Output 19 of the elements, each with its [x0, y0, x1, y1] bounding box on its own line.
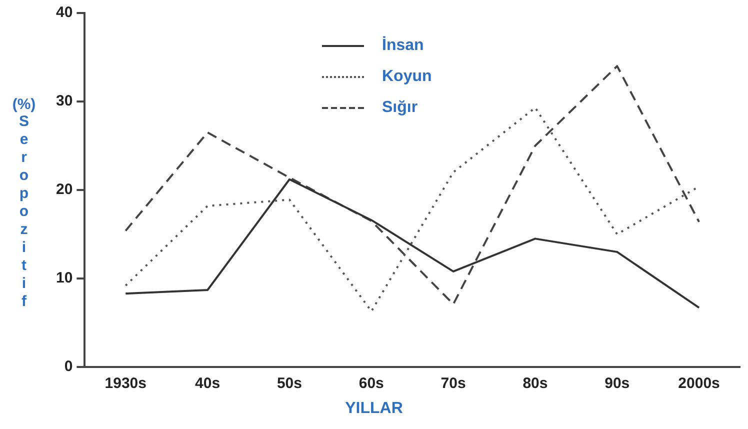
y-axis-title: (%) Seropozitif: [11, 96, 37, 311]
legend-label: İnsan: [382, 36, 424, 54]
line-series: [124, 65, 700, 306]
x-tick-label: 70s: [440, 375, 466, 392]
x-tick-label: 90s: [604, 375, 630, 392]
x-axis-title: YILLAR: [344, 400, 404, 418]
x-tick-label: 50s: [276, 375, 302, 392]
legend-label: Koyun: [382, 68, 432, 86]
x-tick-label: 60s: [358, 375, 384, 392]
y-tick-label: 0: [64, 358, 73, 376]
legend-label: Sığır: [382, 98, 418, 116]
y-tick-label: 20: [56, 181, 73, 198]
y-tick-label: 30: [56, 92, 73, 110]
x-tick-label: 1930s: [104, 375, 146, 392]
x-tick-label: 2000s: [678, 375, 720, 392]
y-tick-label: 10: [56, 270, 73, 287]
x-tick-label: 40s: [195, 375, 220, 392]
x-tick-label: 80s: [522, 375, 548, 392]
y-tick-label: 40: [56, 4, 73, 22]
